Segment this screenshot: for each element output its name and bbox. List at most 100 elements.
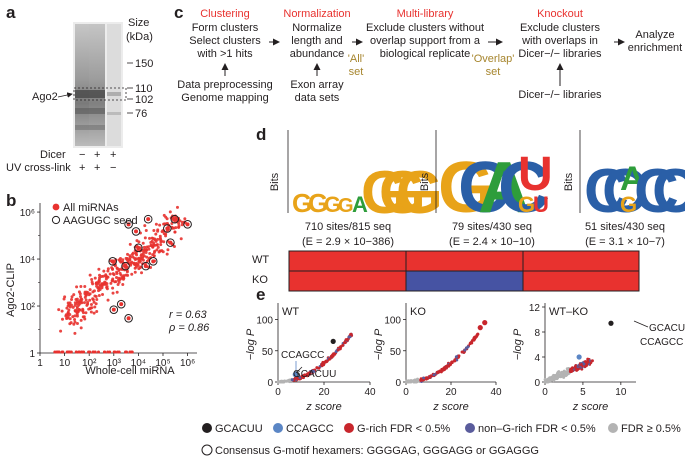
b-point	[92, 300, 96, 304]
logo-letter: U	[518, 148, 553, 201]
e-point	[339, 345, 343, 349]
b-y-tick-label: 10⁴	[20, 255, 35, 266]
b-point	[110, 267, 114, 271]
legend-dot-grich	[344, 423, 354, 433]
b-point	[79, 284, 83, 288]
b-point	[94, 302, 98, 306]
motif-3-evalue: (E = 3.1 × 10−7)	[585, 236, 665, 248]
e-y-tick-label: 0	[534, 378, 540, 389]
logo-letter: G	[308, 188, 328, 218]
e-point	[317, 366, 321, 370]
b-point	[111, 291, 115, 295]
b-point	[102, 269, 106, 273]
ago2-label: Ago2	[32, 91, 58, 103]
e-point	[560, 374, 564, 378]
b-seed-point	[170, 214, 180, 224]
b-point	[75, 307, 79, 311]
b-point	[75, 302, 79, 306]
motif-logo-2: Bits G C A C U G U	[419, 130, 553, 228]
e-point	[334, 350, 338, 354]
b-point	[179, 237, 183, 241]
overlap-set-label: 'Overlap'	[472, 53, 515, 65]
lane-1-dicer: −	[79, 149, 85, 161]
b-point	[143, 236, 147, 240]
b-point	[78, 299, 82, 303]
e-highlight-point	[292, 371, 298, 378]
b-point	[119, 260, 123, 264]
b-point	[98, 285, 102, 289]
e-point	[310, 369, 314, 373]
legend-dot-nongrich	[465, 423, 475, 433]
e-point	[349, 332, 353, 336]
e-point	[562, 375, 566, 379]
gel-lane-3	[107, 24, 121, 146]
b-point	[122, 274, 126, 278]
b-point	[90, 278, 94, 282]
e-xlabel: z score	[432, 401, 468, 413]
e-point	[463, 348, 467, 352]
e-point	[306, 372, 310, 376]
e-point	[298, 376, 302, 380]
legend-fdr: FDR ≥ 0.5%	[621, 423, 681, 435]
step-line: abundance	[290, 48, 344, 60]
b-point	[93, 276, 97, 280]
all-set-label: 'All'	[348, 53, 364, 65]
b-point	[168, 210, 172, 214]
e-point	[437, 370, 441, 374]
b-point	[114, 280, 118, 284]
legend-nongrich: non–G-rich FDR < 0.5%	[478, 423, 596, 435]
b-point	[152, 254, 156, 258]
b-point	[95, 309, 99, 313]
b-point	[106, 269, 110, 273]
b-seed-point-fill	[146, 217, 151, 222]
e-x-tick-label: 5	[580, 387, 586, 398]
b-seed-point	[134, 243, 143, 253]
logo-letter: G	[379, 159, 426, 226]
logo-letter: C	[458, 148, 510, 228]
b-point	[65, 306, 69, 310]
b-point	[148, 236, 152, 240]
e-plot-title: WT–KO	[549, 306, 589, 318]
e-point	[425, 376, 429, 380]
b-point	[88, 298, 92, 302]
e-x-tick-label: 40	[364, 387, 376, 398]
b-seed-point	[109, 305, 119, 314]
e-annotation-gcacuu-2: GCACUU	[649, 323, 685, 334]
step-line: Form clusters	[192, 22, 259, 34]
b-point	[98, 276, 102, 280]
b-point	[154, 232, 158, 236]
b-point	[77, 350, 81, 354]
b-point	[158, 238, 162, 242]
b-x-tick-label: 10	[59, 358, 71, 369]
b-point	[102, 282, 106, 286]
b-point	[152, 243, 156, 247]
e-point	[589, 361, 593, 365]
logo-letter: C	[498, 148, 550, 228]
e-point	[432, 373, 436, 377]
motif-2-evalue: (E = 2.4 × 10−10)	[449, 236, 535, 248]
b-point	[128, 242, 132, 246]
b-point	[152, 228, 156, 232]
e-y-tick-label: 50	[390, 347, 402, 358]
logo-axis-label: Bits	[419, 172, 431, 191]
b-seed-point-fill	[165, 226, 170, 231]
b-seed-point	[124, 314, 133, 323]
e-point	[300, 374, 304, 378]
motif-logo-1: Bits G G G G A G G G	[269, 130, 443, 226]
e-y-tick-label: 12	[529, 303, 541, 314]
e-point	[475, 333, 479, 337]
panel-label-d: d	[256, 125, 266, 144]
b-point	[59, 329, 63, 333]
e-point	[573, 365, 577, 369]
e-y-tick-label: 100	[256, 316, 273, 327]
e-point	[468, 342, 472, 346]
b-seed-point	[163, 224, 172, 233]
b-seed-point	[141, 261, 151, 271]
b-point	[111, 286, 115, 290]
b-point	[91, 298, 95, 302]
b-x-tick-label: 10⁶	[180, 358, 195, 369]
e-point	[563, 371, 567, 375]
b-point	[75, 310, 79, 314]
b-y-tick-label: 10⁶	[20, 208, 35, 219]
logo-letter: G	[620, 192, 637, 217]
